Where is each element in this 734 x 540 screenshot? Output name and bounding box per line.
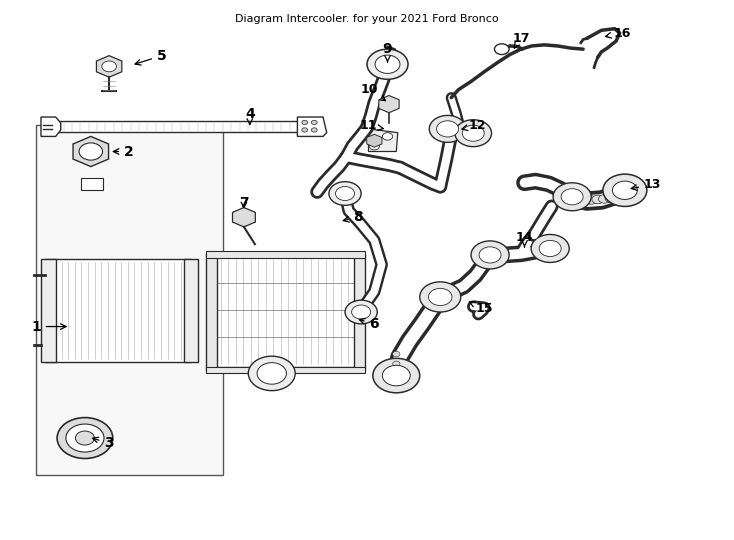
Circle shape: [479, 247, 501, 263]
Circle shape: [429, 116, 466, 143]
Polygon shape: [73, 137, 109, 166]
Text: 7: 7: [239, 195, 249, 210]
Circle shape: [248, 356, 295, 390]
Circle shape: [393, 371, 400, 376]
Text: Diagram Intercooler. for your 2021 Ford Bronco: Diagram Intercooler. for your 2021 Ford …: [235, 14, 499, 24]
Polygon shape: [233, 207, 255, 227]
Text: 16: 16: [606, 26, 631, 39]
Circle shape: [302, 128, 308, 132]
Text: 13: 13: [631, 178, 661, 191]
Polygon shape: [379, 96, 399, 113]
Polygon shape: [206, 251, 365, 258]
Circle shape: [335, 186, 355, 200]
Text: 8: 8: [344, 210, 363, 224]
Circle shape: [66, 424, 104, 452]
Polygon shape: [45, 122, 301, 132]
Circle shape: [539, 240, 561, 256]
Polygon shape: [96, 56, 122, 77]
Circle shape: [382, 366, 410, 386]
Circle shape: [605, 194, 617, 202]
Circle shape: [329, 181, 361, 205]
Circle shape: [553, 183, 591, 211]
Text: 1: 1: [31, 320, 66, 334]
Circle shape: [585, 195, 597, 204]
Text: 17: 17: [512, 32, 530, 48]
Circle shape: [76, 431, 95, 445]
Circle shape: [471, 241, 509, 269]
Polygon shape: [354, 254, 365, 370]
Circle shape: [382, 133, 393, 140]
Circle shape: [561, 188, 583, 205]
Circle shape: [302, 120, 308, 125]
Text: 11: 11: [360, 119, 383, 132]
Circle shape: [429, 288, 452, 306]
Polygon shape: [41, 117, 61, 137]
Text: 4: 4: [245, 107, 255, 124]
Polygon shape: [206, 367, 365, 374]
Circle shape: [437, 121, 459, 137]
Circle shape: [455, 120, 492, 147]
Text: 6: 6: [360, 317, 379, 331]
Circle shape: [102, 61, 117, 72]
Circle shape: [462, 125, 484, 141]
FancyBboxPatch shape: [81, 178, 103, 190]
Polygon shape: [45, 259, 191, 362]
Circle shape: [393, 352, 400, 357]
Circle shape: [375, 55, 400, 73]
Circle shape: [393, 361, 400, 367]
Text: 5: 5: [135, 49, 167, 65]
Circle shape: [592, 195, 603, 204]
Polygon shape: [184, 259, 198, 362]
Text: 12: 12: [462, 119, 486, 132]
Text: 3: 3: [92, 436, 114, 450]
Circle shape: [57, 417, 113, 458]
FancyBboxPatch shape: [36, 125, 222, 475]
Text: 15: 15: [469, 302, 493, 315]
Circle shape: [603, 174, 647, 206]
Text: 10: 10: [360, 83, 385, 100]
Circle shape: [257, 363, 286, 384]
Circle shape: [495, 44, 509, 55]
Circle shape: [420, 282, 461, 312]
Circle shape: [531, 234, 569, 262]
Polygon shape: [209, 256, 360, 367]
Polygon shape: [41, 259, 56, 362]
Polygon shape: [206, 254, 217, 370]
Circle shape: [311, 120, 317, 125]
Text: 14: 14: [516, 231, 534, 247]
Circle shape: [311, 128, 317, 132]
Polygon shape: [368, 129, 398, 152]
Circle shape: [598, 194, 610, 203]
Circle shape: [612, 181, 637, 199]
Circle shape: [352, 305, 371, 319]
Circle shape: [345, 300, 377, 324]
Circle shape: [373, 359, 420, 393]
Circle shape: [367, 49, 408, 79]
Circle shape: [79, 143, 103, 160]
Polygon shape: [367, 134, 382, 147]
Text: 9: 9: [382, 42, 393, 62]
Circle shape: [369, 143, 379, 150]
Text: 2: 2: [113, 145, 134, 159]
Polygon shape: [297, 117, 327, 137]
